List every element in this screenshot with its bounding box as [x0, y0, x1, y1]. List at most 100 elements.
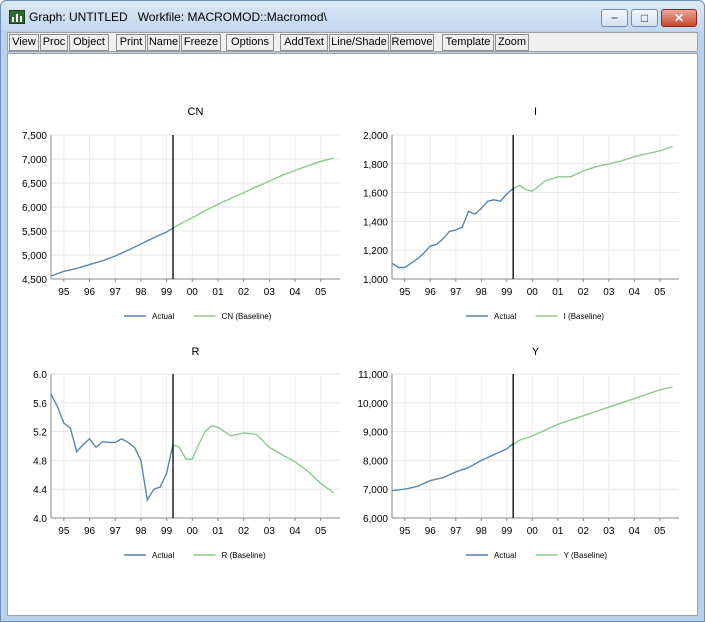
x-tick-label: 96 [425, 526, 437, 537]
x-tick-label: 99 [161, 526, 173, 537]
view-button[interactable]: View [9, 34, 39, 51]
x-tick-label: 98 [135, 287, 147, 298]
freeze-button[interactable]: Freeze [181, 34, 221, 51]
y-tick-label: 7,000 [22, 155, 47, 166]
y-tick-label: 6,000 [363, 514, 388, 525]
eviews-graph-icon [9, 10, 25, 24]
y-tick-label: 1,600 [363, 189, 388, 200]
y-tick-label: 8,000 [363, 456, 388, 467]
x-tick-label: 04 [629, 526, 641, 537]
chart-title: CN [188, 106, 204, 118]
legend-actual-label: Actual [494, 312, 516, 321]
x-tick-label: 99 [161, 287, 173, 298]
x-tick-label: 02 [238, 526, 250, 537]
close-button[interactable]: ✕ [661, 9, 697, 27]
chart-legend: Actual I (Baseline) [466, 312, 604, 321]
x-tick-label: 00 [187, 526, 199, 537]
x-tick-label: 02 [578, 287, 590, 298]
remove-button[interactable]: Remove [390, 34, 434, 51]
maximize-button[interactable]: □ [631, 9, 658, 27]
x-tick-label: 01 [552, 287, 564, 298]
y-tick-label: 4.4 [33, 485, 47, 496]
x-tick-label: 98 [135, 526, 147, 537]
x-tick-label: 03 [264, 287, 276, 298]
y-tick-label: 1,400 [363, 217, 388, 228]
chart-title: R [192, 346, 200, 358]
proc-button[interactable]: Proc [40, 34, 68, 51]
actual-series-line [50, 393, 174, 502]
y-tick-label: 7,000 [363, 485, 388, 496]
y-tick-label: 4.8 [33, 456, 47, 467]
x-tick-label: 97 [450, 526, 462, 537]
x-tick-label: 05 [315, 526, 327, 537]
y-tick-label: 10,000 [357, 399, 388, 410]
chart-y: Y 6,000 7,000 8,000 9,000 10,000 11,000 95 96 97 9… [357, 346, 679, 560]
actual-series-line [391, 442, 514, 492]
title-bar[interactable]: Graph: UNTITLED Workfile: MACROMOD::Macr… [1, 1, 704, 31]
y-tick-label: 5.2 [33, 428, 47, 439]
x-tick-label: 96 [425, 287, 437, 298]
window-title: Graph: UNTITLED Workfile: MACROMOD::Macr… [29, 10, 327, 24]
legend-baseline-label: R (Baseline) [222, 551, 266, 560]
x-tick-label: 00 [527, 287, 539, 298]
y-tick-label: 6,000 [22, 203, 47, 214]
y-tick-label: 1,200 [363, 246, 388, 257]
x-tick-label: 97 [110, 287, 122, 298]
options-button[interactable]: Options [226, 34, 274, 51]
graph-toolbar: View Proc Object Print Name Freeze Optio… [7, 32, 698, 52]
object-button[interactable]: Object [69, 34, 109, 51]
x-tick-label: 05 [654, 287, 666, 298]
x-tick-label: 98 [476, 526, 488, 537]
addtext-button[interactable]: AddText [280, 34, 328, 51]
x-tick-label: 01 [552, 526, 564, 537]
chart-cn: CN 4,500 5,000 5,500 6,000 6,500 7,000 7,500 95 9… [22, 106, 340, 321]
x-tick-label: 03 [264, 526, 276, 537]
chart-i: I 1,000 1,200 1,400 1,600 1,800 2,000 95 96 97 98 9… [363, 106, 679, 321]
x-tick-label: 98 [476, 287, 488, 298]
close-icon: ✕ [673, 11, 685, 25]
x-tick-label: 95 [399, 287, 411, 298]
graph-canvas[interactable]: CN 4,500 5,000 5,500 6,000 6,500 7,000 7,500 95 9… [7, 53, 698, 616]
minimize-icon: − [610, 11, 618, 25]
chart-r: R 4.0 4.4 4.8 5.2 5.6 6.0 95 96 97 98 99 00 01 02 03 04 0… [33, 346, 340, 560]
legend-actual-label: Actual [152, 551, 174, 560]
line-shade-button[interactable]: Line/Shade [329, 34, 389, 51]
x-tick-label: 00 [187, 287, 199, 298]
y-tick-label: 7,500 [22, 131, 47, 142]
template-button[interactable]: Template [442, 34, 494, 51]
zoom-button[interactable]: Zoom [495, 34, 529, 51]
x-tick-label: 99 [501, 287, 513, 298]
y-tick-label: 5,500 [22, 227, 47, 238]
y-tick-label: 4,500 [22, 275, 47, 286]
x-tick-label: 02 [578, 526, 590, 537]
x-tick-label: 00 [527, 526, 539, 537]
y-tick-label: 1,000 [363, 275, 388, 286]
y-tick-label: 11,000 [358, 370, 388, 381]
y-tick-label: 1,800 [363, 160, 388, 171]
y-tick-label: 5,000 [22, 251, 47, 262]
y-tick-label: 6,500 [22, 179, 47, 190]
x-tick-label: 95 [58, 526, 70, 537]
print-button[interactable]: Print [116, 34, 146, 51]
chart-legend: Actual R (Baseline) [124, 551, 266, 560]
chart-title: I [534, 106, 537, 118]
minimize-button[interactable]: − [601, 9, 628, 27]
x-tick-label: 05 [315, 287, 327, 298]
graph-plots: CN 4,500 5,000 5,500 6,000 6,500 7,000 7,500 95 9… [22, 106, 679, 560]
x-tick-label: 96 [84, 526, 96, 537]
legend-baseline-label: I (Baseline) [564, 312, 605, 321]
x-tick-label: 96 [84, 287, 96, 298]
legend-baseline-label: Y (Baseline) [564, 551, 608, 560]
legend-actual-label: Actual [494, 551, 516, 560]
name-button[interactable]: Name [147, 34, 180, 51]
x-tick-label: 97 [450, 287, 462, 298]
actual-series-line [391, 187, 514, 269]
x-tick-label: 97 [110, 526, 122, 537]
x-tick-label: 01 [212, 287, 224, 298]
x-tick-label: 03 [603, 526, 615, 537]
x-tick-label: 02 [238, 287, 250, 298]
actual-series-line [50, 227, 174, 277]
x-tick-label: 95 [399, 526, 411, 537]
x-tick-label: 03 [603, 287, 615, 298]
